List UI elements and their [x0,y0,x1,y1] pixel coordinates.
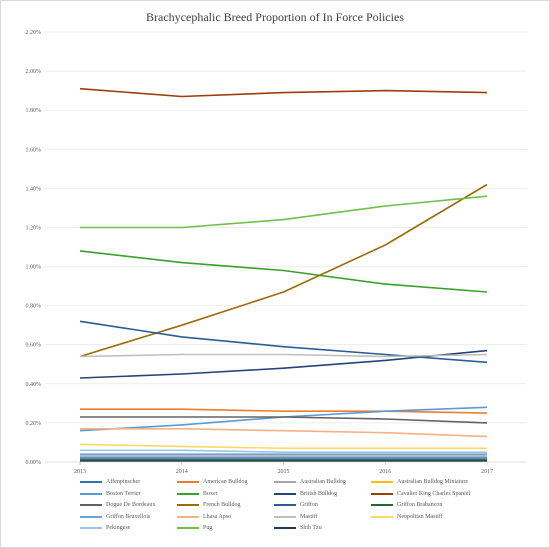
y-tick-label: 0.60% [26,343,42,349]
legend-swatch [80,527,102,529]
series-line-pekingese [80,449,487,454]
legend-label: Griffon [300,502,318,508]
series-line-boxer [79,250,488,293]
legend-swatch [371,481,393,483]
legend-label: British Bulldog [300,490,338,497]
legend-label: Griffon Brabancon [397,502,443,508]
x-tick-label: 2013 [74,469,86,475]
y-tick-label: 0.00% [26,460,42,466]
legend-item-griffon: Griffon [274,500,318,510]
legend-item-mastiff: Mastiff [274,512,318,522]
legend-swatch [177,515,199,518]
y-tick-label: 1.00% [26,265,42,271]
y-tick-label: 0.40% [26,382,42,388]
legend-swatch [274,481,296,483]
legend-label: Affenpinscher [106,479,141,485]
legend-item-griffon-brabancon: Griffon Brabancon [371,500,442,510]
legend-item-australian-bulldog: Australian Bulldog [274,477,346,487]
legend-swatch [371,504,393,506]
legend-label: Lhasa Apso [203,513,232,520]
x-tick-label: 2015 [278,469,290,475]
legend-swatch [274,492,296,495]
legend-swatch [80,504,102,506]
legend-swatch [80,492,102,495]
legend-label: Neopolitan Mastiff [397,513,443,520]
series-line-neopolitan-mastiff [79,443,487,450]
y-tick-label: 0.20% [26,421,42,427]
legend-label: American Bulldog [203,479,248,485]
legend-item-shih-tzu: Shih Tzu [274,523,322,533]
grid-lines [45,31,527,463]
series-line-mastiff [79,353,488,358]
legend-swatch [371,515,393,518]
legend-swatch [177,527,199,529]
y-tick-label: 2.20% [26,30,42,36]
legend-label: Boxer [203,490,218,497]
legend-item-french-bulldog: French Bulldog [177,500,241,510]
legend-label: Mastiff [300,513,318,520]
legend-item-australian-bulldog-miniature: Australian Bulldog Miniature [371,477,468,487]
series-line-lhasa-apso [80,427,488,438]
legend-item-neopolitan-mastiff: Neopolitan Mastiff [371,512,443,522]
legend-swatch [80,481,102,483]
legend-item-lhasa-apso: Lhasa Apso [177,512,231,522]
legend-item-boston-terrier: Boston Terrier [80,489,141,499]
legend-swatch [177,504,199,506]
legend-item-dogue-de-bordeaux: Dogue De Bordeaux [80,500,155,510]
chart-title: Brachycephalic Breed Proportion of In Fo… [146,10,404,24]
legend-label: Pekingese [106,525,131,531]
series-line-pug [80,195,488,229]
y-tick-label: 1.60% [26,147,42,153]
series-line-american-bulldog [80,408,488,414]
legend-item-boxer: Boxer [177,489,218,499]
legend-swatch [274,527,296,529]
y-tick-label: 1.80% [26,108,42,114]
legend-label: Pug [203,525,213,531]
legend-label: Boston Terrier [106,490,141,497]
legend-label: Australian Bulldog [300,479,346,485]
legend-label: Shih Tzu [300,525,322,531]
legend-swatch [177,492,199,495]
x-axis: 2013 2014 2015 2016 2017 [74,462,493,475]
legend-item-pug: Pug [177,523,212,533]
y-axis: 0.00% 0.20% 0.40% 0.60% 0.80% 1.00% 1.20% 1.40%… [26,30,42,466]
y-tick-label: 1.20% [26,225,42,231]
legend-swatch [274,504,296,506]
legend-swatch [177,481,199,483]
legend-item-affenpinscher: Affenpinscher [80,477,140,487]
legend-label: Cavalier King Charles Spaniel [397,490,471,497]
legend-item-cavalier-king-charles-spaniel: Cavalier King Charles Spaniel [371,489,470,499]
y-tick-label: 1.40% [26,186,42,192]
series-line-french-bulldog [79,183,488,358]
x-tick-label: 2014 [176,469,188,475]
series-line-cavalier-king-charles-spaniel [79,87,488,98]
y-tick-label: 2.00% [26,69,42,75]
y-tick-label: 0.80% [26,304,42,310]
legend-label: Dogue De Bordeaux [106,502,156,508]
legend-item-griffon-bruxellois: Griffon Bruxellois [80,512,150,522]
legend-label: Australian Bulldog Miniature [397,479,468,485]
x-tick-label: 2017 [481,469,493,475]
legend-item-british-bulldog: British Bulldog [274,489,337,499]
legend-swatch [80,515,102,518]
legend-item-pekingese: Pekingese [80,523,130,533]
legend-swatch [371,492,393,495]
legend-item-american-bulldog: American Bulldog [177,477,248,487]
x-tick-label: 2016 [379,469,391,475]
series-lines [79,87,488,462]
series-line-griffon [79,320,488,364]
legend-label: Griffon Bruxellois [106,513,151,520]
legend-swatch [274,515,296,518]
legend-label: French Bulldog [203,502,241,508]
series-line-dogue-de-bordeaux [80,416,488,424]
